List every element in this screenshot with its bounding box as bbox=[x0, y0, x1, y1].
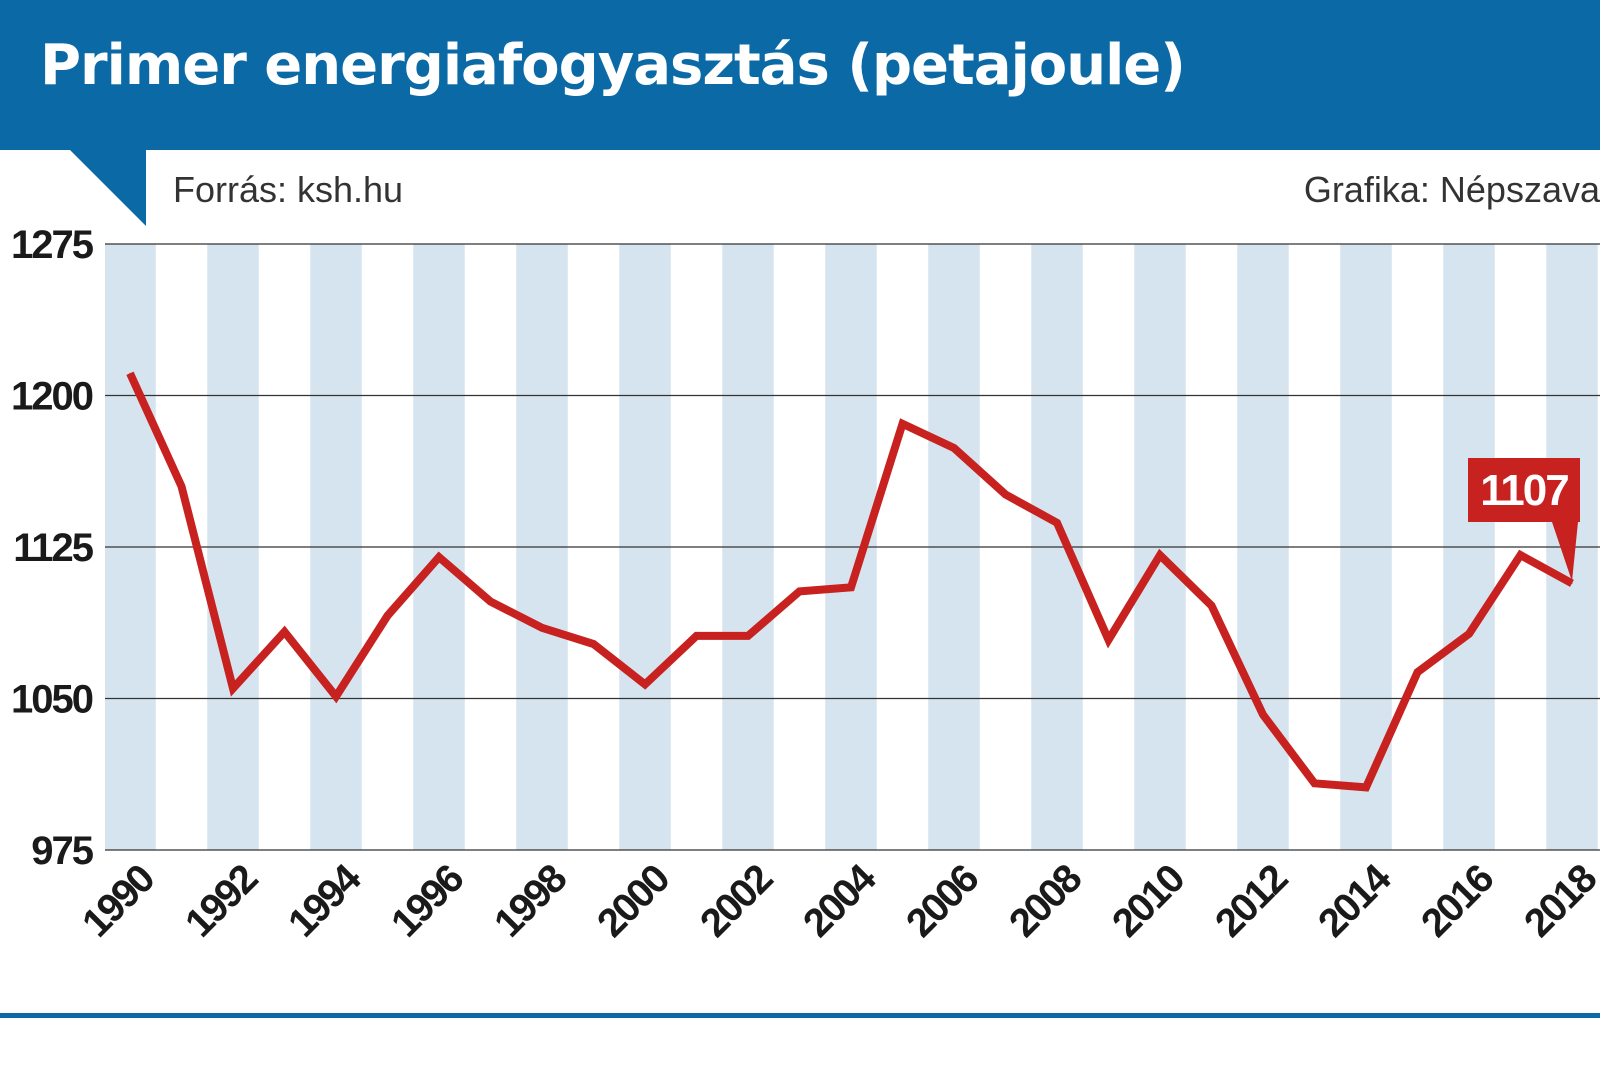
callout-box bbox=[1468, 458, 1580, 522]
x-tick-label: 2016 bbox=[1413, 857, 1502, 946]
x-tick-label: 1996 bbox=[383, 857, 472, 946]
x-tick-label: 1998 bbox=[486, 856, 576, 946]
data-point bbox=[438, 556, 440, 558]
data-point bbox=[1314, 782, 1315, 784]
callout-pointer bbox=[1552, 522, 1578, 582]
x-tick-label: 1994 bbox=[280, 855, 370, 945]
data-point bbox=[644, 683, 646, 685]
data-point bbox=[181, 485, 182, 487]
data-point bbox=[696, 635, 697, 637]
data-point bbox=[1365, 786, 1367, 788]
x-tick-label: 2010 bbox=[1104, 857, 1193, 946]
y-tick-label: 1125 bbox=[13, 526, 94, 570]
data-point bbox=[1468, 633, 1470, 635]
y-tick-label: 1275 bbox=[11, 223, 94, 267]
data-point bbox=[284, 631, 285, 633]
data-point bbox=[1262, 714, 1264, 716]
banner-tab bbox=[70, 150, 146, 226]
data-point bbox=[1211, 605, 1212, 607]
x-tick-label: 2006 bbox=[898, 857, 987, 946]
y-axis-ticks: 975 1050 1125 1200 1275 bbox=[11, 223, 96, 873]
data-point bbox=[747, 635, 749, 637]
data-point bbox=[850, 586, 852, 588]
x-tick-label: 2002 bbox=[692, 857, 781, 946]
x-tick-label: 2008 bbox=[1001, 856, 1091, 946]
chart-title: Primer energiafogyasztás (petajoule) bbox=[40, 33, 1186, 98]
y-tick-label: 1050 bbox=[11, 678, 93, 722]
data-point bbox=[1005, 493, 1006, 495]
x-tick-label: 2004 bbox=[795, 855, 885, 945]
title-banner: Primer energiafogyasztás (petajoule) bbox=[0, 0, 1600, 150]
y-tick-label: 1200 bbox=[11, 375, 93, 419]
credit-label: Grafika: Népszava bbox=[1303, 169, 1600, 210]
x-tick-label: 2000 bbox=[589, 857, 678, 946]
x-tick-label: 2018 bbox=[1516, 856, 1600, 946]
data-point bbox=[799, 590, 800, 592]
data-point bbox=[1571, 582, 1573, 584]
y-tick-label: 975 bbox=[31, 829, 93, 873]
data-point bbox=[902, 423, 903, 425]
source-label: Forrás: ksh.hu bbox=[173, 169, 404, 210]
gridlines bbox=[105, 243, 1600, 851]
data-point bbox=[1417, 671, 1418, 673]
data-point bbox=[541, 627, 543, 629]
data-point bbox=[232, 687, 234, 689]
x-tick-label: 1992 bbox=[177, 857, 266, 946]
data-point bbox=[490, 601, 491, 603]
value-callout: 1107 bbox=[1468, 458, 1580, 582]
data-point bbox=[387, 615, 388, 617]
x-tick-label: 2014 bbox=[1310, 855, 1400, 945]
line-chart: 975 1050 1125 1200 1275 1990 1992 1994 1996 1998… bbox=[11, 223, 1600, 946]
data-point bbox=[1056, 522, 1058, 524]
data-point bbox=[1108, 639, 1109, 641]
data-point bbox=[953, 447, 955, 449]
footer-rule bbox=[0, 1013, 1600, 1018]
x-tick-label: 2012 bbox=[1207, 857, 1296, 946]
callout-label: 1107 bbox=[1480, 466, 1568, 515]
series-layer bbox=[126, 371, 1574, 792]
x-axis-ticks: 1990 1992 1994 1996 1998 2000 2002 2004 2006 2008… bbox=[74, 855, 1600, 945]
data-point bbox=[1159, 554, 1161, 556]
data-point bbox=[129, 372, 131, 374]
data-point bbox=[335, 695, 337, 697]
data-point bbox=[1520, 554, 1521, 556]
data-point bbox=[593, 643, 594, 645]
